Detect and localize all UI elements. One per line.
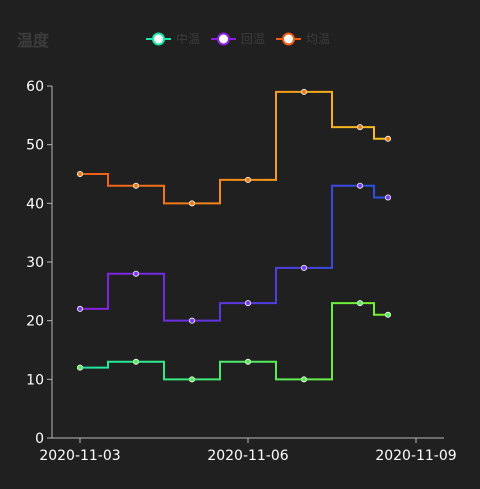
y-tick-label: 50 bbox=[26, 138, 44, 154]
data-point[interactable] bbox=[132, 270, 139, 277]
data-point[interactable] bbox=[244, 358, 251, 365]
series-3 bbox=[77, 88, 391, 207]
legend-label: 均温 bbox=[306, 32, 330, 46]
y-tick-label: 0 bbox=[35, 431, 44, 447]
data-point[interactable] bbox=[188, 200, 195, 207]
legend-item[interactable]: 均温 bbox=[276, 32, 330, 46]
data-point[interactable] bbox=[300, 376, 307, 383]
legend-label: 中温 bbox=[176, 31, 200, 46]
axes: 0 10 20 30 40 50 60 2020-11-03 2020-11-06 2020-11… bbox=[26, 79, 457, 464]
data-point[interactable] bbox=[384, 135, 391, 142]
data-point[interactable] bbox=[356, 300, 363, 307]
legend-marker bbox=[152, 32, 165, 46]
data-point[interactable] bbox=[244, 176, 251, 183]
data-point[interactable] bbox=[300, 264, 307, 271]
data-point[interactable] bbox=[132, 182, 139, 189]
y-tick-label: 60 bbox=[26, 79, 44, 95]
data-point[interactable] bbox=[132, 358, 139, 365]
legend-label: 回温 bbox=[241, 32, 265, 46]
y-tick-label: 40 bbox=[26, 196, 44, 212]
data-point[interactable] bbox=[300, 88, 307, 95]
y-tick-label: 10 bbox=[26, 372, 44, 388]
data-point[interactable] bbox=[77, 305, 84, 312]
data-point[interactable] bbox=[244, 300, 251, 307]
series-line bbox=[80, 302, 388, 381]
y-tick-label: 20 bbox=[26, 314, 44, 330]
legend-item[interactable]: 回温 bbox=[211, 32, 265, 46]
legend-item[interactable]: 中温 bbox=[146, 31, 200, 46]
data-point[interactable] bbox=[356, 124, 363, 131]
legend-marker bbox=[282, 32, 295, 46]
x-tick-label: 2020-11-09 bbox=[375, 448, 456, 464]
legend[interactable]: 中温 回温 均温 bbox=[146, 31, 330, 46]
data-point[interactable] bbox=[188, 376, 195, 383]
data-point[interactable] bbox=[188, 317, 195, 324]
series-1 bbox=[77, 300, 391, 383]
plot-area bbox=[77, 88, 391, 383]
data-point[interactable] bbox=[384, 311, 391, 318]
legend-marker bbox=[217, 32, 230, 46]
x-tick-label: 2020-11-06 bbox=[207, 448, 288, 464]
x-tick-label: 2020-11-03 bbox=[39, 448, 120, 464]
series-line bbox=[80, 184, 388, 322]
data-point[interactable] bbox=[77, 364, 84, 371]
chart-title: 温度 bbox=[16, 31, 50, 50]
data-point[interactable] bbox=[356, 182, 363, 189]
data-point[interactable] bbox=[384, 194, 391, 201]
series-2 bbox=[77, 182, 391, 324]
data-point[interactable] bbox=[77, 170, 84, 177]
y-tick-label: 30 bbox=[26, 255, 44, 271]
